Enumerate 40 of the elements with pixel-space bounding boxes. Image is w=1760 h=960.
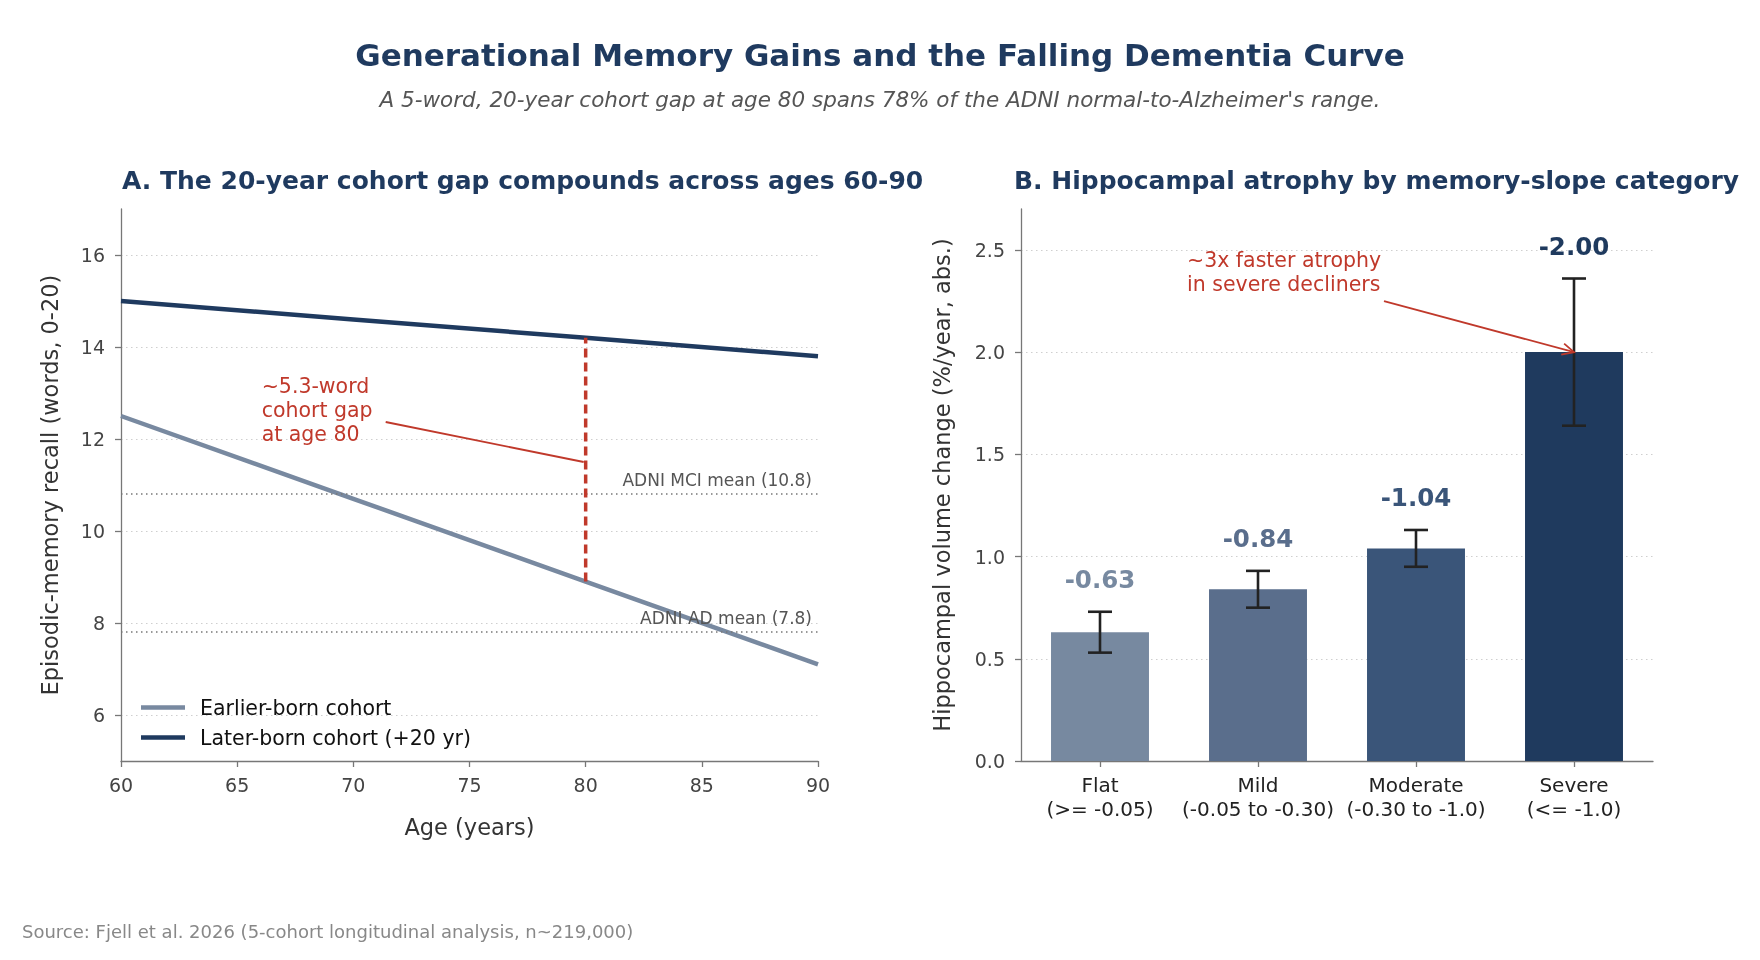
y-tick-label: 14	[80, 336, 105, 358]
y-axis-title: Episodic-memory recall (words, 0-20)	[36, 274, 63, 696]
annotation: -1.04	[1380, 482, 1452, 512]
x-tick-label: 90	[805, 773, 831, 796]
source-note: Source: Fjell et al. 2026 (5-cohort longitudinal analysis, n~219,000)	[22, 921, 634, 942]
x-tick-label: Moderate (-0.30 to -1.0)	[1346, 773, 1486, 821]
y-tick-label: 1.0	[974, 545, 1005, 568]
text: Generational Memory Gains and the Falling Dementia Curve	[354, 37, 1406, 73]
y-tick-label: 2.0	[974, 341, 1005, 364]
x-tick-label: Mild (-0.05 to -0.30)	[1182, 773, 1334, 821]
y-tick-label: 8	[92, 612, 105, 634]
y-tick-label: 2.5	[974, 238, 1005, 261]
annotation: -0.63	[1064, 564, 1136, 594]
y-tick-label: 0.0	[974, 750, 1005, 772]
x-tick-label: 75	[457, 773, 482, 796]
y-axis-title: Hippocampal volume change (%/year, abs.)	[928, 238, 955, 732]
x-tick-label: 65	[225, 773, 250, 796]
annotation: ~3x faster atrophy in severe decliners	[1187, 248, 1382, 297]
chart-title: B. Hippocampal atrophy by memory-slope category	[1014, 166, 1740, 195]
y-tick-label: 1.5	[974, 443, 1005, 466]
y-tick-label: 6	[92, 704, 105, 726]
y-tick-label: 10	[80, 520, 105, 542]
text: A 5-word, 20-year cohort gap at age 80 spans 78% of the ADNI normal-to-Alzheimer's range.	[377, 87, 1382, 112]
x-tick-label: 60	[108, 773, 134, 796]
annotation: ~5.3-word cohort gap at age 80	[261, 374, 373, 446]
annotation: -2.00	[1538, 231, 1610, 261]
x-tick-label: 70	[341, 773, 366, 796]
x-axis-title: Age (years)	[404, 813, 535, 840]
y-tick-label: 16	[80, 244, 105, 266]
y-tick-label: 0.5	[974, 647, 1005, 670]
y-tick-label: 12	[80, 428, 105, 450]
x-tick-label: 80	[573, 773, 598, 796]
x-tick-label: Flat (>= -0.05)	[1046, 773, 1154, 821]
annotation: -0.84	[1222, 523, 1294, 553]
legend-label: Later-born cohort (+20 yr)	[200, 725, 471, 750]
x-tick-label: Severe (<= -1.0)	[1526, 773, 1622, 821]
chart-title: A. The 20-year cohort gap compounds across ages 60-90	[122, 166, 924, 195]
x-tick-label: 85	[689, 773, 714, 796]
ref-line-label: ADNI MCI mean (10.8)	[622, 469, 812, 490]
legend-label: Earlier-born cohort	[200, 695, 392, 720]
